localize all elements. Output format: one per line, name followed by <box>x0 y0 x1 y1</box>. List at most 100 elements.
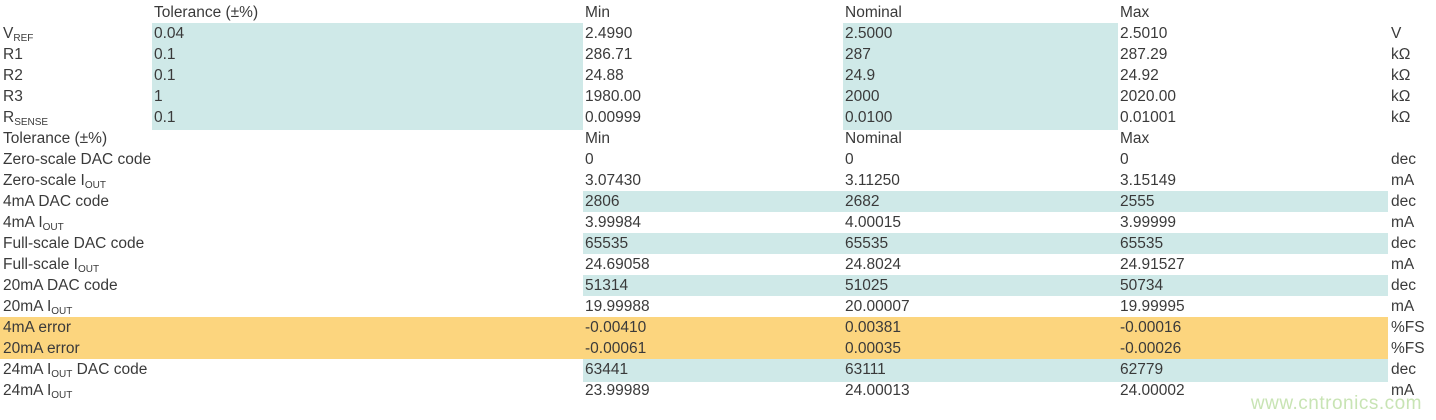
min-cell: 23.99989 <box>585 382 650 399</box>
header-nominal: Nominal <box>845 4 902 21</box>
min-cell: 63441 <box>583 359 843 382</box>
nominal-cell: 2.5000 <box>843 23 1118 46</box>
header-tolerance-2: Tolerance (±%) <box>3 130 108 147</box>
min-cell: 2.4990 <box>585 25 633 42</box>
nominal-cell: 0.00381 <box>843 317 1118 338</box>
unit-cell: dec <box>1391 193 1416 210</box>
row-label-subscript: OUT <box>77 264 100 275</box>
nominal-cell: 24.00013 <box>845 382 910 399</box>
header-unit-empty <box>1388 2 1436 23</box>
min-cell: 0.00999 <box>585 109 642 126</box>
unit-cell: dec <box>1391 151 1416 168</box>
tolerance-cell <box>152 380 583 403</box>
row-label: Full-scale IOUT <box>0 254 152 277</box>
header-unit-empty-2 <box>1388 128 1436 149</box>
nominal-cell: 3.11250 <box>845 172 900 189</box>
row-label-subscript: OUT <box>51 306 73 317</box>
min-cell: 2806 <box>583 191 843 212</box>
row-label-subscript: OUT <box>51 369 73 380</box>
row-label-text: 20mA error <box>3 340 80 357</box>
table-row: 20mA IOUT 19.99988 20.00007 19.99995 mA <box>0 296 1436 317</box>
tolerance-cell <box>152 212 583 235</box>
tolerance-cell <box>152 233 583 254</box>
row-label: RSENSE <box>0 107 152 130</box>
header-min: Min <box>585 4 610 21</box>
section1-rows: VREF 0.04 2.4990 2.5000 2.5010 V R1 0.1 286.71 28… <box>0 23 1436 130</box>
row-label: Zero-scale IOUT <box>0 170 152 193</box>
row-label: 24mA IOUT <box>0 380 152 403</box>
unit-cell: mA <box>1391 382 1415 399</box>
section2-rows: Zero-scale DAC code 0 0 0 dec Zero-scale IOUT… <box>0 149 1436 401</box>
table-row: 4mA DAC code 2806 2682 2555 dec <box>0 191 1436 212</box>
row-label-text: 4mA DAC code <box>3 193 109 210</box>
unit-cell: mA <box>1391 172 1415 189</box>
min-cell: -0.00061 <box>583 338 843 359</box>
max-cell: 65535 <box>1118 233 1388 254</box>
min-cell: 0 <box>585 151 594 168</box>
min-cell: -0.00410 <box>583 317 843 338</box>
row-label-subscript: OUT <box>42 222 64 233</box>
max-cell: 287.29 <box>1120 46 1168 63</box>
unit-cell: dec <box>1391 361 1416 378</box>
row-label: 20mA DAC code <box>0 275 152 296</box>
tolerance-cell: 0.04 <box>152 23 583 46</box>
table-row: Zero-scale IOUT 3.07430 3.11250 3.15149 mA <box>0 170 1436 191</box>
tolerance-cell <box>152 338 583 359</box>
unit-cell: dec <box>1391 235 1416 252</box>
row-label-text: DAC code <box>72 361 148 378</box>
header-min-2: Min <box>585 130 610 147</box>
max-cell: 24.92 <box>1120 67 1159 84</box>
min-cell: 3.99984 <box>585 214 642 231</box>
nominal-cell: 24.8024 <box>845 256 902 273</box>
tolerance-cell: 0.1 <box>152 107 583 130</box>
nominal-cell: 51025 <box>843 275 1118 296</box>
table-row: 24mA IOUT DAC code 63441 63111 62779 dec <box>0 359 1436 382</box>
max-cell: -0.00016 <box>1118 317 1388 338</box>
row-label: 4mA IOUT <box>0 212 152 235</box>
nominal-cell: 4.00015 <box>845 214 902 231</box>
row-label-text: 4mA error <box>3 319 72 336</box>
max-cell: 3.99999 <box>1120 214 1177 231</box>
max-cell: 24.00002 <box>1120 382 1185 399</box>
nominal-cell: 0.0100 <box>843 107 1118 130</box>
row-label: 24mA IOUT DAC code <box>0 359 152 382</box>
section2-header-row: Tolerance (±%) Min Nominal Max <box>0 128 1436 149</box>
unit-cell: V <box>1391 25 1402 42</box>
row-label-subscript: SENSE <box>14 117 49 128</box>
max-cell: 50734 <box>1118 275 1388 296</box>
min-cell: 24.88 <box>585 67 624 84</box>
unit-cell: kΩ <box>1391 46 1411 63</box>
tolerance-table: Tolerance (±%) Min Nominal Max VREF 0.04 2… <box>0 2 1436 401</box>
table-row: 4mA error -0.00410 0.00381 -0.00016 %FS <box>0 317 1436 338</box>
table-row: 24mA IOUT 23.99989 24.00013 24.00002 mA <box>0 380 1436 401</box>
tolerance-cell <box>152 317 583 338</box>
max-cell: -0.00026 <box>1118 338 1388 359</box>
nominal-cell: 2000 <box>843 86 1118 107</box>
row-label-text: Zero-scale DAC code <box>3 151 152 168</box>
max-cell: 0 <box>1120 151 1129 168</box>
tolerance-cell <box>152 149 583 170</box>
table-row: VREF 0.04 2.4990 2.5000 2.5010 V <box>0 23 1436 46</box>
row-label-text: R3 <box>3 88 23 105</box>
nominal-cell: 24.9 <box>843 65 1118 86</box>
unit-cell: mA <box>1391 298 1415 315</box>
nominal-cell: 63111 <box>843 359 1118 382</box>
row-label-text: Full-scale I <box>3 256 78 273</box>
min-cell: 286.71 <box>585 46 633 63</box>
tolerance-cell <box>152 296 583 319</box>
tolerance-cell <box>152 275 583 296</box>
max-cell: 3.15149 <box>1120 172 1177 189</box>
unit-cell: kΩ <box>1391 88 1411 105</box>
table-row: R1 0.1 286.71 287 287.29 kΩ <box>0 44 1436 65</box>
tolerance-cell: 0.1 <box>152 65 583 86</box>
tolerance-cell: 0.1 <box>152 44 583 65</box>
row-label-text: 24mA I <box>3 361 52 378</box>
row-label: 4mA DAC code <box>0 191 152 212</box>
tolerance-cell: 1 <box>152 86 583 107</box>
row-label-text: 4mA I <box>3 214 43 231</box>
row-label-text: Zero-scale I <box>3 172 85 189</box>
table-row: Full-scale DAC code 65535 65535 65535 dec <box>0 233 1436 254</box>
unit-cell: mA <box>1391 256 1415 273</box>
table-row: 4mA IOUT 3.99984 4.00015 3.99999 mA <box>0 212 1436 233</box>
min-cell: 1980.00 <box>585 88 642 105</box>
